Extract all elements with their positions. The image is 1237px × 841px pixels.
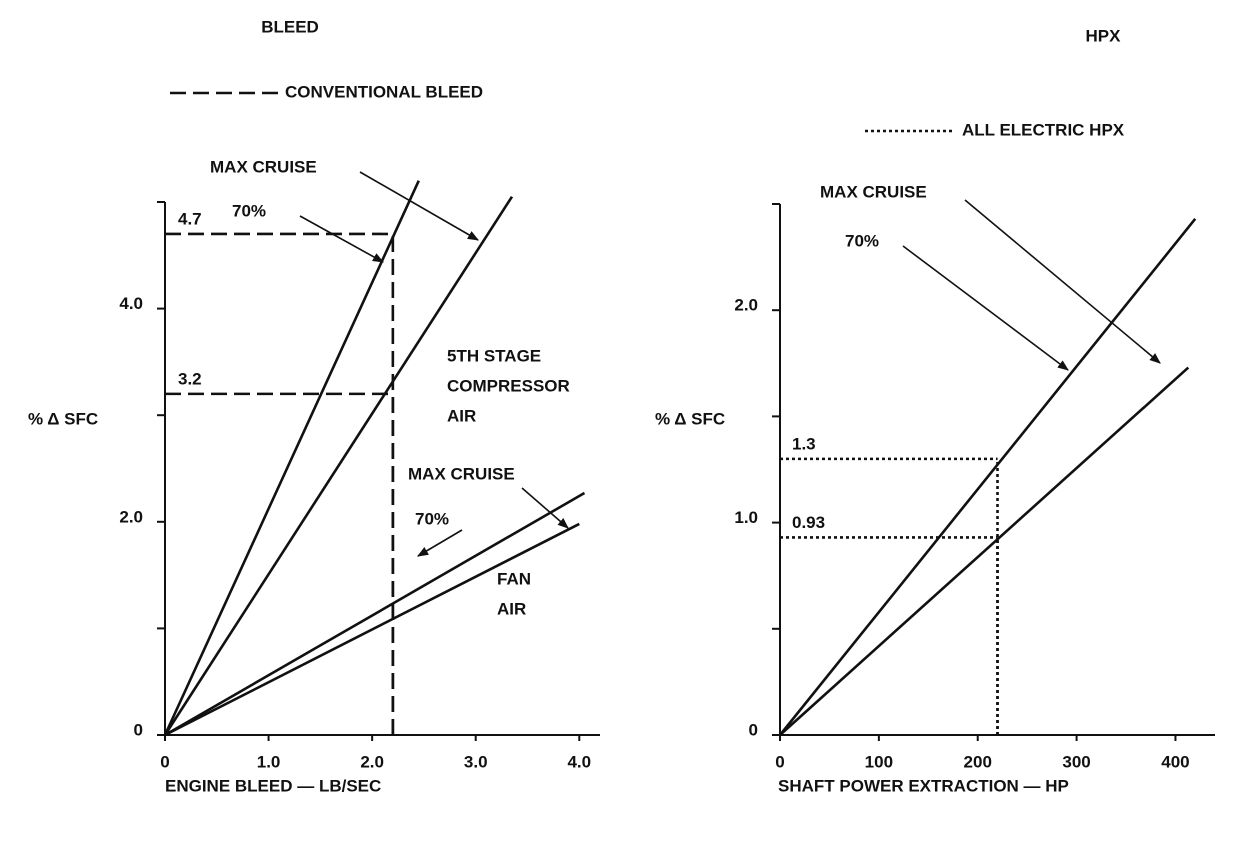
- annotation: MAX CRUISE: [820, 182, 927, 201]
- x-tick-label: 100: [865, 752, 893, 771]
- x-tick-label: 2.0: [360, 752, 384, 771]
- y-tick-label: 2.0: [119, 507, 143, 526]
- annotation: AIR: [447, 406, 476, 425]
- annotation-arrow: [902, 245, 1069, 371]
- annotation-arrow: [521, 487, 569, 529]
- chart-title: HPX: [1086, 26, 1122, 45]
- y-tick-label: 1.0: [734, 508, 758, 527]
- x-tick-label: 400: [1161, 752, 1189, 771]
- series-line: [779, 366, 1190, 736]
- legend-label: ALL ELECTRIC HPX: [962, 120, 1125, 139]
- annotation-arrow: [299, 215, 384, 263]
- reference-label: 3.2: [178, 369, 202, 388]
- series-line: [164, 491, 586, 737]
- annotation-arrow: [417, 529, 463, 557]
- x-tick-label: 3.0: [464, 752, 488, 771]
- y-tick-label: 0: [134, 720, 143, 739]
- y-tick-label: 4.0: [119, 294, 143, 313]
- reference-label: 4.7: [178, 209, 202, 228]
- legend-label: CONVENTIONAL BLEED: [285, 82, 483, 101]
- annotation-arrow: [964, 199, 1161, 364]
- reference-label: 1.3: [792, 434, 816, 453]
- x-tick-label: 0: [775, 752, 784, 771]
- annotation-arrow: [359, 171, 479, 241]
- annotation: 70%: [415, 509, 449, 528]
- y-axis-label: % Δ SFC: [28, 409, 98, 428]
- annotation: COMPRESSOR: [447, 376, 570, 395]
- annotation: 5TH STAGE: [447, 346, 541, 365]
- annotation: 70%: [845, 231, 879, 250]
- y-tick-label: 2.0: [734, 296, 758, 315]
- annotation: MAX CRUISE: [408, 464, 515, 483]
- x-tick-label: 300: [1062, 752, 1090, 771]
- series-line: [164, 522, 580, 737]
- reference-label: 0.93: [792, 513, 825, 532]
- annotation: MAX CRUISE: [210, 157, 317, 176]
- y-tick-label: 0: [749, 720, 758, 739]
- x-axis-label: SHAFT POWER EXTRACTION — HP: [778, 776, 1069, 795]
- x-tick-label: 1.0: [257, 752, 281, 771]
- y-axis-label: % Δ SFC: [655, 409, 725, 428]
- annotation: FAN: [497, 569, 531, 588]
- annotation: 70%: [232, 201, 266, 220]
- annotation: AIR: [497, 599, 526, 618]
- series-line: [163, 180, 420, 736]
- x-tick-label: 200: [964, 752, 992, 771]
- x-tick-label: 0: [160, 752, 169, 771]
- series-line: [778, 218, 1197, 736]
- x-axis-label: ENGINE BLEED — LB/SEC: [165, 776, 381, 795]
- series-line: [163, 195, 514, 736]
- x-tick-label: 4.0: [567, 752, 591, 771]
- chart-title: BLEED: [261, 17, 319, 36]
